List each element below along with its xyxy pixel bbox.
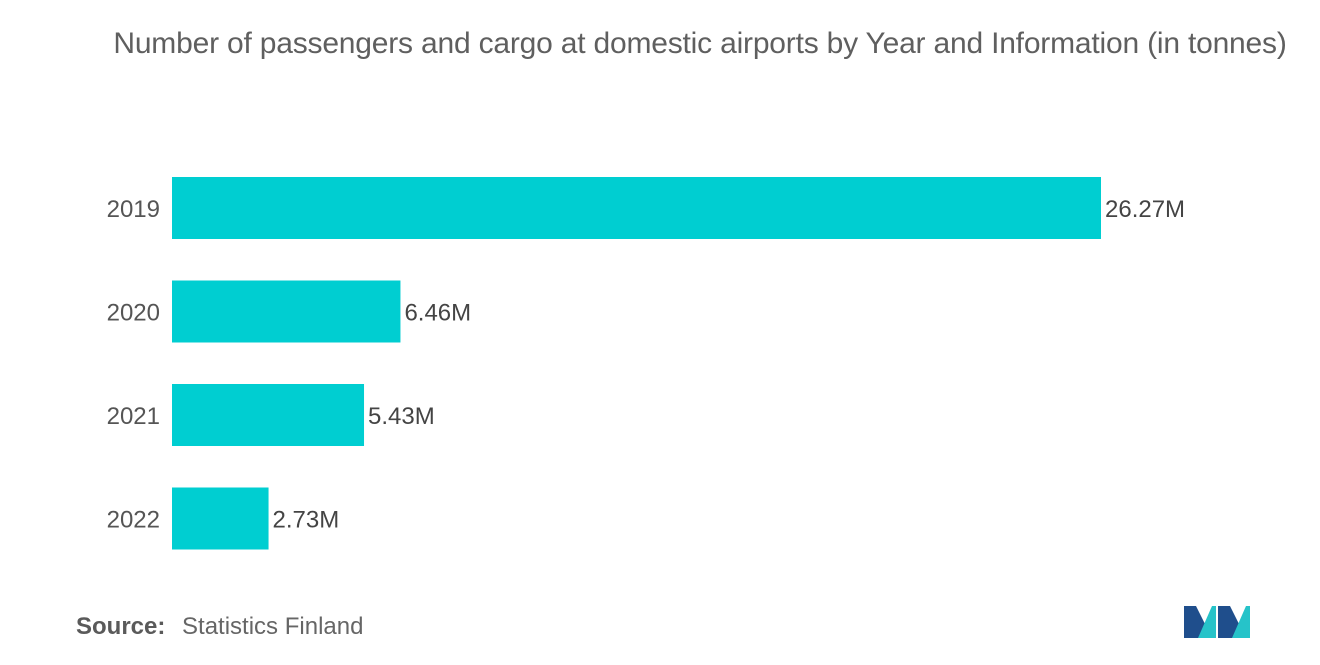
category-label-2019: 2019 xyxy=(107,196,160,223)
source-footer: Source: Statistics Finland xyxy=(76,612,363,642)
bar-2022 xyxy=(172,487,269,550)
value-label-2019: 26.27M xyxy=(1105,196,1185,223)
category-label-2021: 2021 xyxy=(107,403,160,430)
category-label-2022: 2022 xyxy=(107,507,160,534)
bar-2019 xyxy=(172,177,1101,239)
chart-title: Number of passengers and cargo at domest… xyxy=(113,27,1287,60)
source-label: Source: xyxy=(76,613,166,640)
value-label-2020: 6.46M xyxy=(404,300,471,327)
mordor-intelligence-logo-icon xyxy=(1184,606,1250,638)
source-text: Statistics Finland xyxy=(182,613,364,640)
value-label-2022: 2.73M xyxy=(273,507,340,534)
category-label-2020: 2020 xyxy=(107,300,160,327)
value-label-2021: 5.43M xyxy=(368,403,435,430)
bar-2020 xyxy=(172,280,401,343)
bar-2021 xyxy=(172,384,365,446)
